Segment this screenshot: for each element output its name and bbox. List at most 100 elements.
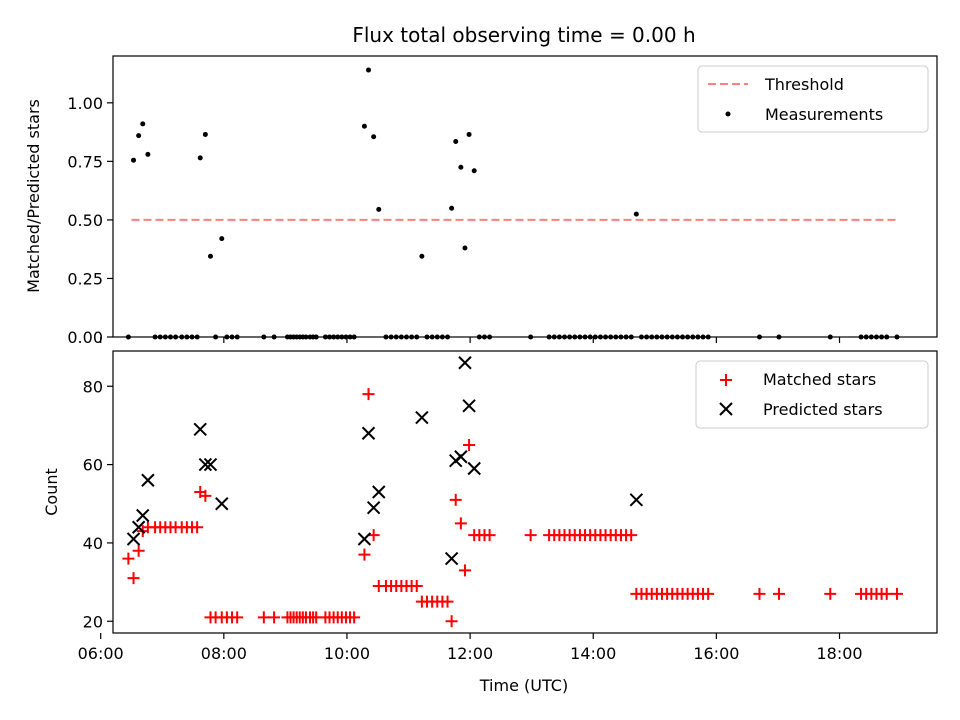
measurement-point — [476, 334, 482, 340]
x-tick-label: 14:00 — [570, 644, 616, 663]
x-axis-label: Time (UTC) — [479, 676, 568, 695]
measurement-point — [649, 334, 655, 340]
measurement-point — [690, 334, 696, 340]
predicted-star-point — [198, 457, 213, 472]
matched-star-point — [753, 587, 766, 600]
matched-star-point — [625, 529, 638, 542]
measurement-point — [229, 334, 235, 340]
legend-matched-swatch — [720, 374, 732, 386]
bottom-plot-frame — [112, 350, 938, 634]
top-y-axis-label: Matched/Predicted stars — [24, 99, 43, 293]
predicted-star-point — [141, 473, 155, 487]
measurement-point — [145, 151, 151, 157]
measurement-point — [863, 334, 869, 340]
measurement-point — [705, 334, 711, 340]
measurement-point — [685, 334, 691, 340]
measurement-point — [125, 334, 131, 340]
top-y-tick-label: 0.00 — [67, 328, 103, 347]
matched-star-point — [824, 587, 837, 600]
measurement-point — [179, 334, 185, 340]
measurement-point — [597, 334, 603, 340]
predicted-stars-series — [126, 356, 644, 566]
legend-measurements-label: Measurements — [765, 105, 883, 124]
measurement-point — [628, 334, 634, 340]
measurement-point — [608, 334, 614, 340]
measurement-point — [366, 67, 372, 73]
bottom-y-tick-label: 40 — [83, 534, 103, 553]
measurement-point — [587, 334, 593, 340]
measurement-point — [603, 334, 609, 340]
measurement-point — [409, 334, 415, 340]
measurement-point — [157, 334, 163, 340]
x-tick-label: 18:00 — [816, 644, 862, 663]
measurements-series — [125, 67, 900, 340]
measurement-point — [398, 334, 404, 340]
measurement-point — [419, 253, 425, 259]
measurement-point — [776, 334, 782, 340]
measurement-point — [343, 334, 349, 340]
matched-star-point — [348, 611, 361, 624]
measurement-point — [644, 334, 650, 340]
measurement-point — [654, 334, 660, 340]
matched-star-point — [199, 489, 212, 502]
measurement-point — [894, 334, 900, 340]
matched-star-point — [524, 529, 537, 542]
measurement-point — [458, 164, 464, 170]
predicted-star-point — [361, 426, 376, 440]
bottom-y-tick-label: 80 — [83, 377, 103, 396]
measurement-point — [582, 334, 588, 340]
measurement-point — [556, 334, 562, 340]
measurement-point — [167, 334, 173, 340]
top-plot-frame — [112, 55, 938, 338]
x-tick-label: 10:00 — [324, 644, 370, 663]
measurement-point — [261, 334, 267, 340]
legend-matched-label: Matched stars — [763, 370, 876, 389]
measurement-point — [445, 334, 451, 340]
measurement-point — [592, 334, 598, 340]
predicted-star-point — [415, 410, 429, 425]
matched-star-point — [441, 595, 454, 608]
matched-star-point — [127, 572, 140, 585]
measurement-point — [618, 334, 624, 340]
top-y-tick-label: 0.50 — [67, 211, 103, 230]
matched-star-point — [772, 587, 785, 600]
measurement-point — [567, 334, 573, 340]
measurement-point — [234, 334, 240, 340]
matched-star-point — [191, 521, 204, 534]
matched-stars-series — [122, 388, 903, 628]
legend-threshold-label: Threshold — [764, 75, 844, 94]
measurement-point — [674, 334, 680, 340]
matched-star-point — [268, 611, 281, 624]
matched-star-point — [463, 439, 476, 451]
measurement-point — [339, 334, 345, 340]
measurement-point — [471, 168, 477, 174]
measurement-point — [213, 334, 219, 340]
measurement-point — [462, 245, 468, 251]
predicted-star-point — [462, 399, 476, 413]
measurement-point — [271, 334, 277, 340]
measurement-point — [424, 334, 430, 340]
top-y-axis: 0.00 0.25 0.50 0.75 1.00 — [67, 94, 113, 347]
predicted-star-point — [357, 532, 372, 546]
measurement-point — [577, 334, 583, 340]
measurement-point — [562, 334, 568, 340]
measurement-point — [664, 334, 670, 340]
measurement-point — [551, 334, 557, 340]
measurement-point — [633, 211, 639, 217]
measurement-point — [669, 334, 675, 340]
bottom-y-axis: 20 40 60 80 — [83, 377, 113, 631]
measurement-point — [481, 334, 487, 340]
measurement-point — [371, 134, 377, 140]
measurement-point — [383, 334, 389, 340]
predicted-star-point — [136, 508, 150, 523]
measurement-point — [695, 334, 701, 340]
x-tick-label: 16:00 — [693, 644, 739, 663]
measurement-point — [152, 334, 158, 340]
measurement-point — [189, 334, 195, 340]
bottom-y-tick-label: 60 — [83, 456, 103, 475]
measurement-point — [449, 205, 455, 211]
bottom-y-tick-label: 20 — [83, 612, 103, 631]
matched-star-point — [231, 611, 244, 624]
measurement-point — [131, 157, 137, 163]
